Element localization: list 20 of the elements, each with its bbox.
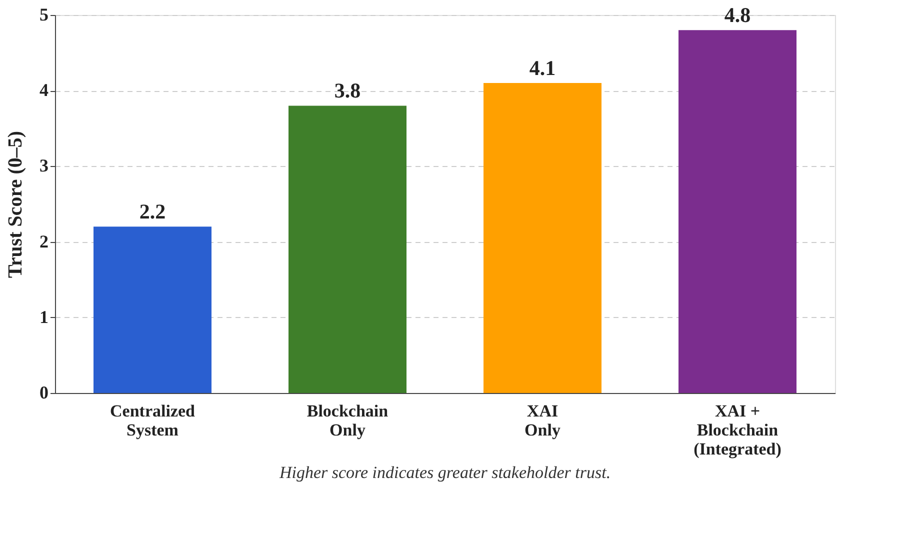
x-tick-label: XAI + Blockchain (Integrated) <box>694 402 782 458</box>
bar <box>288 106 406 393</box>
y-tick-label: 0 <box>40 382 48 402</box>
data-label: 2.2 <box>139 200 166 224</box>
y-tick-label: 2 <box>40 231 48 252</box>
bar <box>678 30 796 393</box>
bar <box>94 226 212 393</box>
data-label: 3.8 <box>334 78 361 103</box>
text: Higher score indicates greater stakeholder trust. <box>278 463 611 482</box>
x-tick-label: XAI Only <box>524 402 561 440</box>
y-tick-label: 5 <box>40 4 48 24</box>
y-tick-label: 3 <box>40 156 48 176</box>
y-tick-label: 1 <box>40 306 48 327</box>
data-label: 4.1 <box>529 56 556 80</box>
x-tick-label: Centralized System <box>110 402 196 440</box>
y-tick-label: 4 <box>40 80 48 100</box>
bar <box>484 83 602 393</box>
data-label: 4.8 <box>724 3 751 28</box>
x-tick-label: Blockchain Only <box>306 402 389 440</box>
y-axis-title: Trust Score (0–5) <box>4 130 26 278</box>
